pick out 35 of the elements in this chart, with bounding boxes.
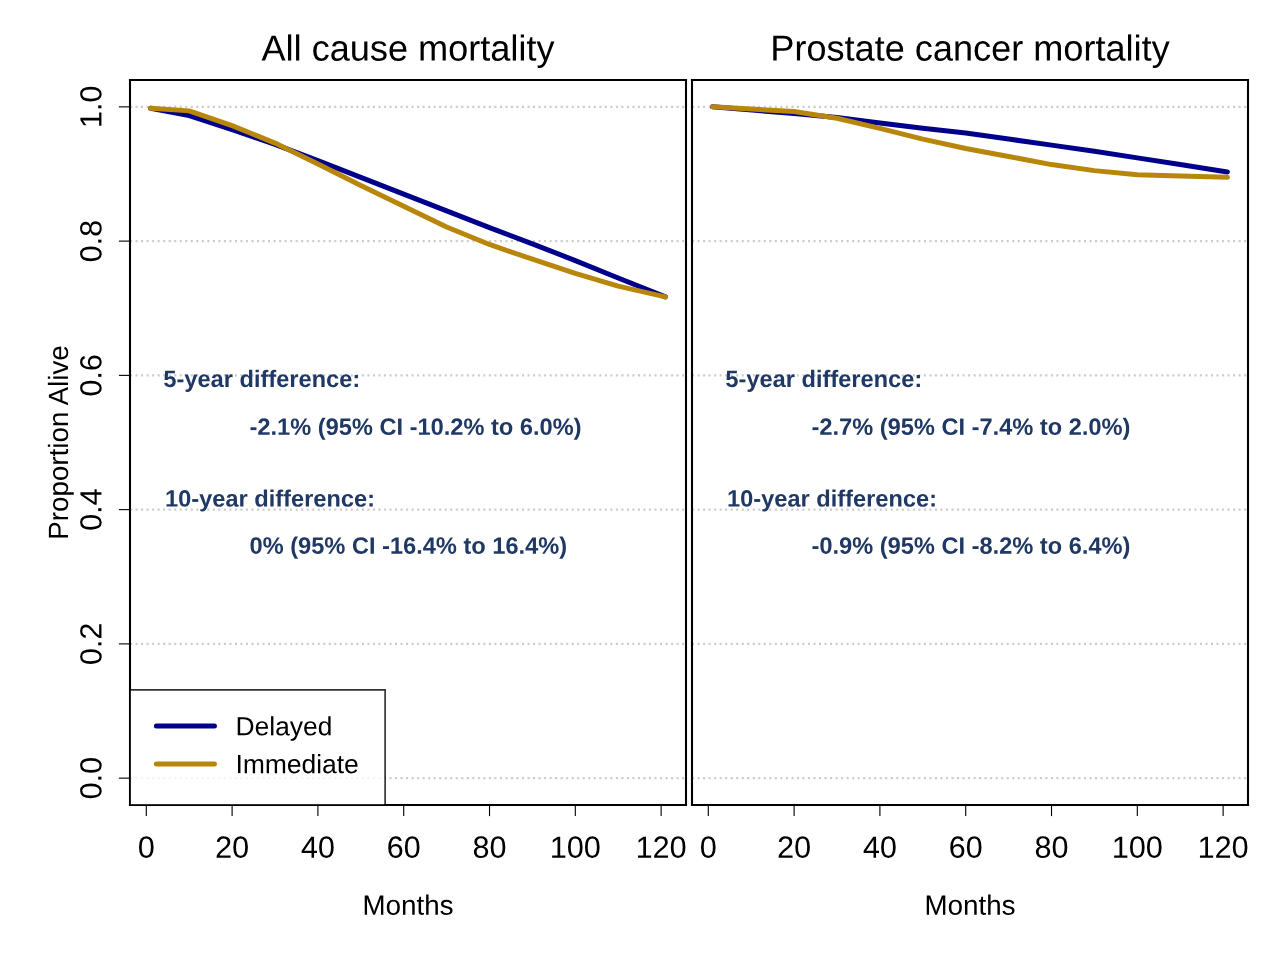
annotation: -0.9% (95% CI -8.2% to 6.4%)	[812, 536, 1130, 559]
annotation: 0% (95% CI -16.4% to 16.4%)	[250, 536, 566, 559]
x-tick-label: 80	[473, 836, 506, 858]
y-tick-label: 0.2	[80, 624, 102, 664]
x-axis-title: Months	[364, 894, 453, 915]
annotation: 5-year difference:	[726, 369, 920, 392]
y-tick-label: 0.4	[80, 489, 102, 530]
x-tick-label: 20	[216, 836, 248, 858]
y-tick-label: 0.8	[80, 221, 102, 262]
chart-title: All cause mortality	[261, 34, 555, 69]
x-tick-label: 120	[637, 836, 686, 858]
x-tick-label: 100	[1114, 836, 1162, 858]
chart-title: Prostate cancer mortality	[773, 34, 1170, 69]
x-tick-label: 60	[388, 836, 420, 858]
annotation: 10-year difference:	[728, 489, 935, 512]
annotation: -2.7% (95% CI -7.4% to 2.0%)	[812, 417, 1130, 440]
x-tick-label: 100	[552, 836, 600, 858]
annotation: 10-year difference:	[166, 489, 373, 512]
y-tick-label: 0.0	[80, 758, 102, 799]
x-tick-label: 60	[950, 836, 982, 858]
x-tick-label: 120	[1199, 836, 1248, 858]
x-tick-label: 0	[701, 836, 716, 858]
x-tick-label: 20	[778, 836, 810, 858]
annotation: 5-year difference:	[164, 369, 358, 392]
x-axis-title: Months	[926, 894, 1015, 915]
x-tick-label: 80	[1035, 836, 1068, 858]
annotation: -2.1% (95% CI -10.2% to 6.0%)	[250, 417, 581, 440]
y-tick-label: 1.0	[80, 86, 102, 126]
x-tick-label: 0	[139, 836, 154, 858]
legend-label: Delayed	[237, 716, 331, 741]
y-tick-label: 0.6	[80, 355, 102, 396]
y-axis-title: Proportion Alive	[47, 346, 74, 538]
x-tick-label: 40	[863, 836, 896, 858]
legend-label: Immediate	[237, 754, 358, 774]
x-tick-label: 40	[301, 836, 334, 858]
